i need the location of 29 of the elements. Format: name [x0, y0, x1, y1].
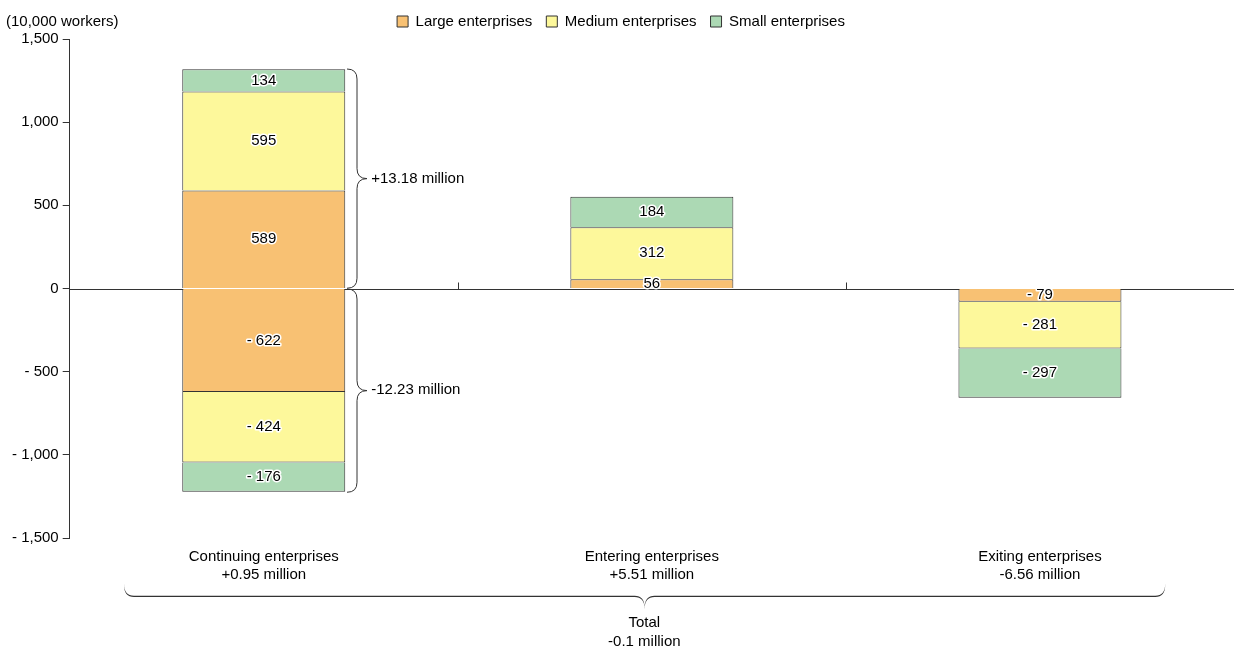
- y-tick-label: 1,500: [21, 29, 59, 47]
- legend-label: Medium enterprises: [564, 11, 697, 29]
- x-tick-label: Continuing enterprises +0.95 million: [188, 547, 339, 583]
- y-tick-label: 0: [50, 278, 59, 296]
- legend-label: Large enterprises: [415, 11, 533, 29]
- data-label: - 281: [1022, 315, 1058, 333]
- data-label: - 79: [1027, 285, 1053, 303]
- x-tick-label: Entering enterprises +5.51 million: [584, 547, 719, 583]
- legend-label: Small enterprises: [729, 11, 845, 29]
- y-axis-title: (10,000 workers): [6, 12, 119, 30]
- data-label: 312: [639, 243, 665, 261]
- data-label: 595: [251, 131, 277, 149]
- data-label: - 297: [1022, 363, 1058, 381]
- x-tick-label: Exiting enterprises -6.56 million: [978, 547, 1102, 583]
- data-label: 184: [639, 202, 665, 220]
- y-tick-label: 500: [33, 195, 59, 213]
- text: Total -0.1 million: [608, 613, 681, 648]
- data-label: 134: [251, 70, 277, 88]
- data-label: 56: [643, 273, 661, 291]
- y-tick-label: - 1,000: [12, 444, 59, 462]
- data-label: - 622: [246, 330, 281, 348]
- y-tick-label: - 1,500: [12, 528, 59, 546]
- data-label: - 424: [246, 417, 281, 435]
- y-tick-label: - 500: [24, 361, 59, 379]
- annotation: -12.23 million: [371, 380, 461, 398]
- data-label: 589: [251, 229, 277, 247]
- annotation: +13.18 million: [371, 169, 465, 187]
- data-label: - 176: [246, 467, 281, 485]
- y-tick-label: 1,000: [21, 112, 59, 130]
